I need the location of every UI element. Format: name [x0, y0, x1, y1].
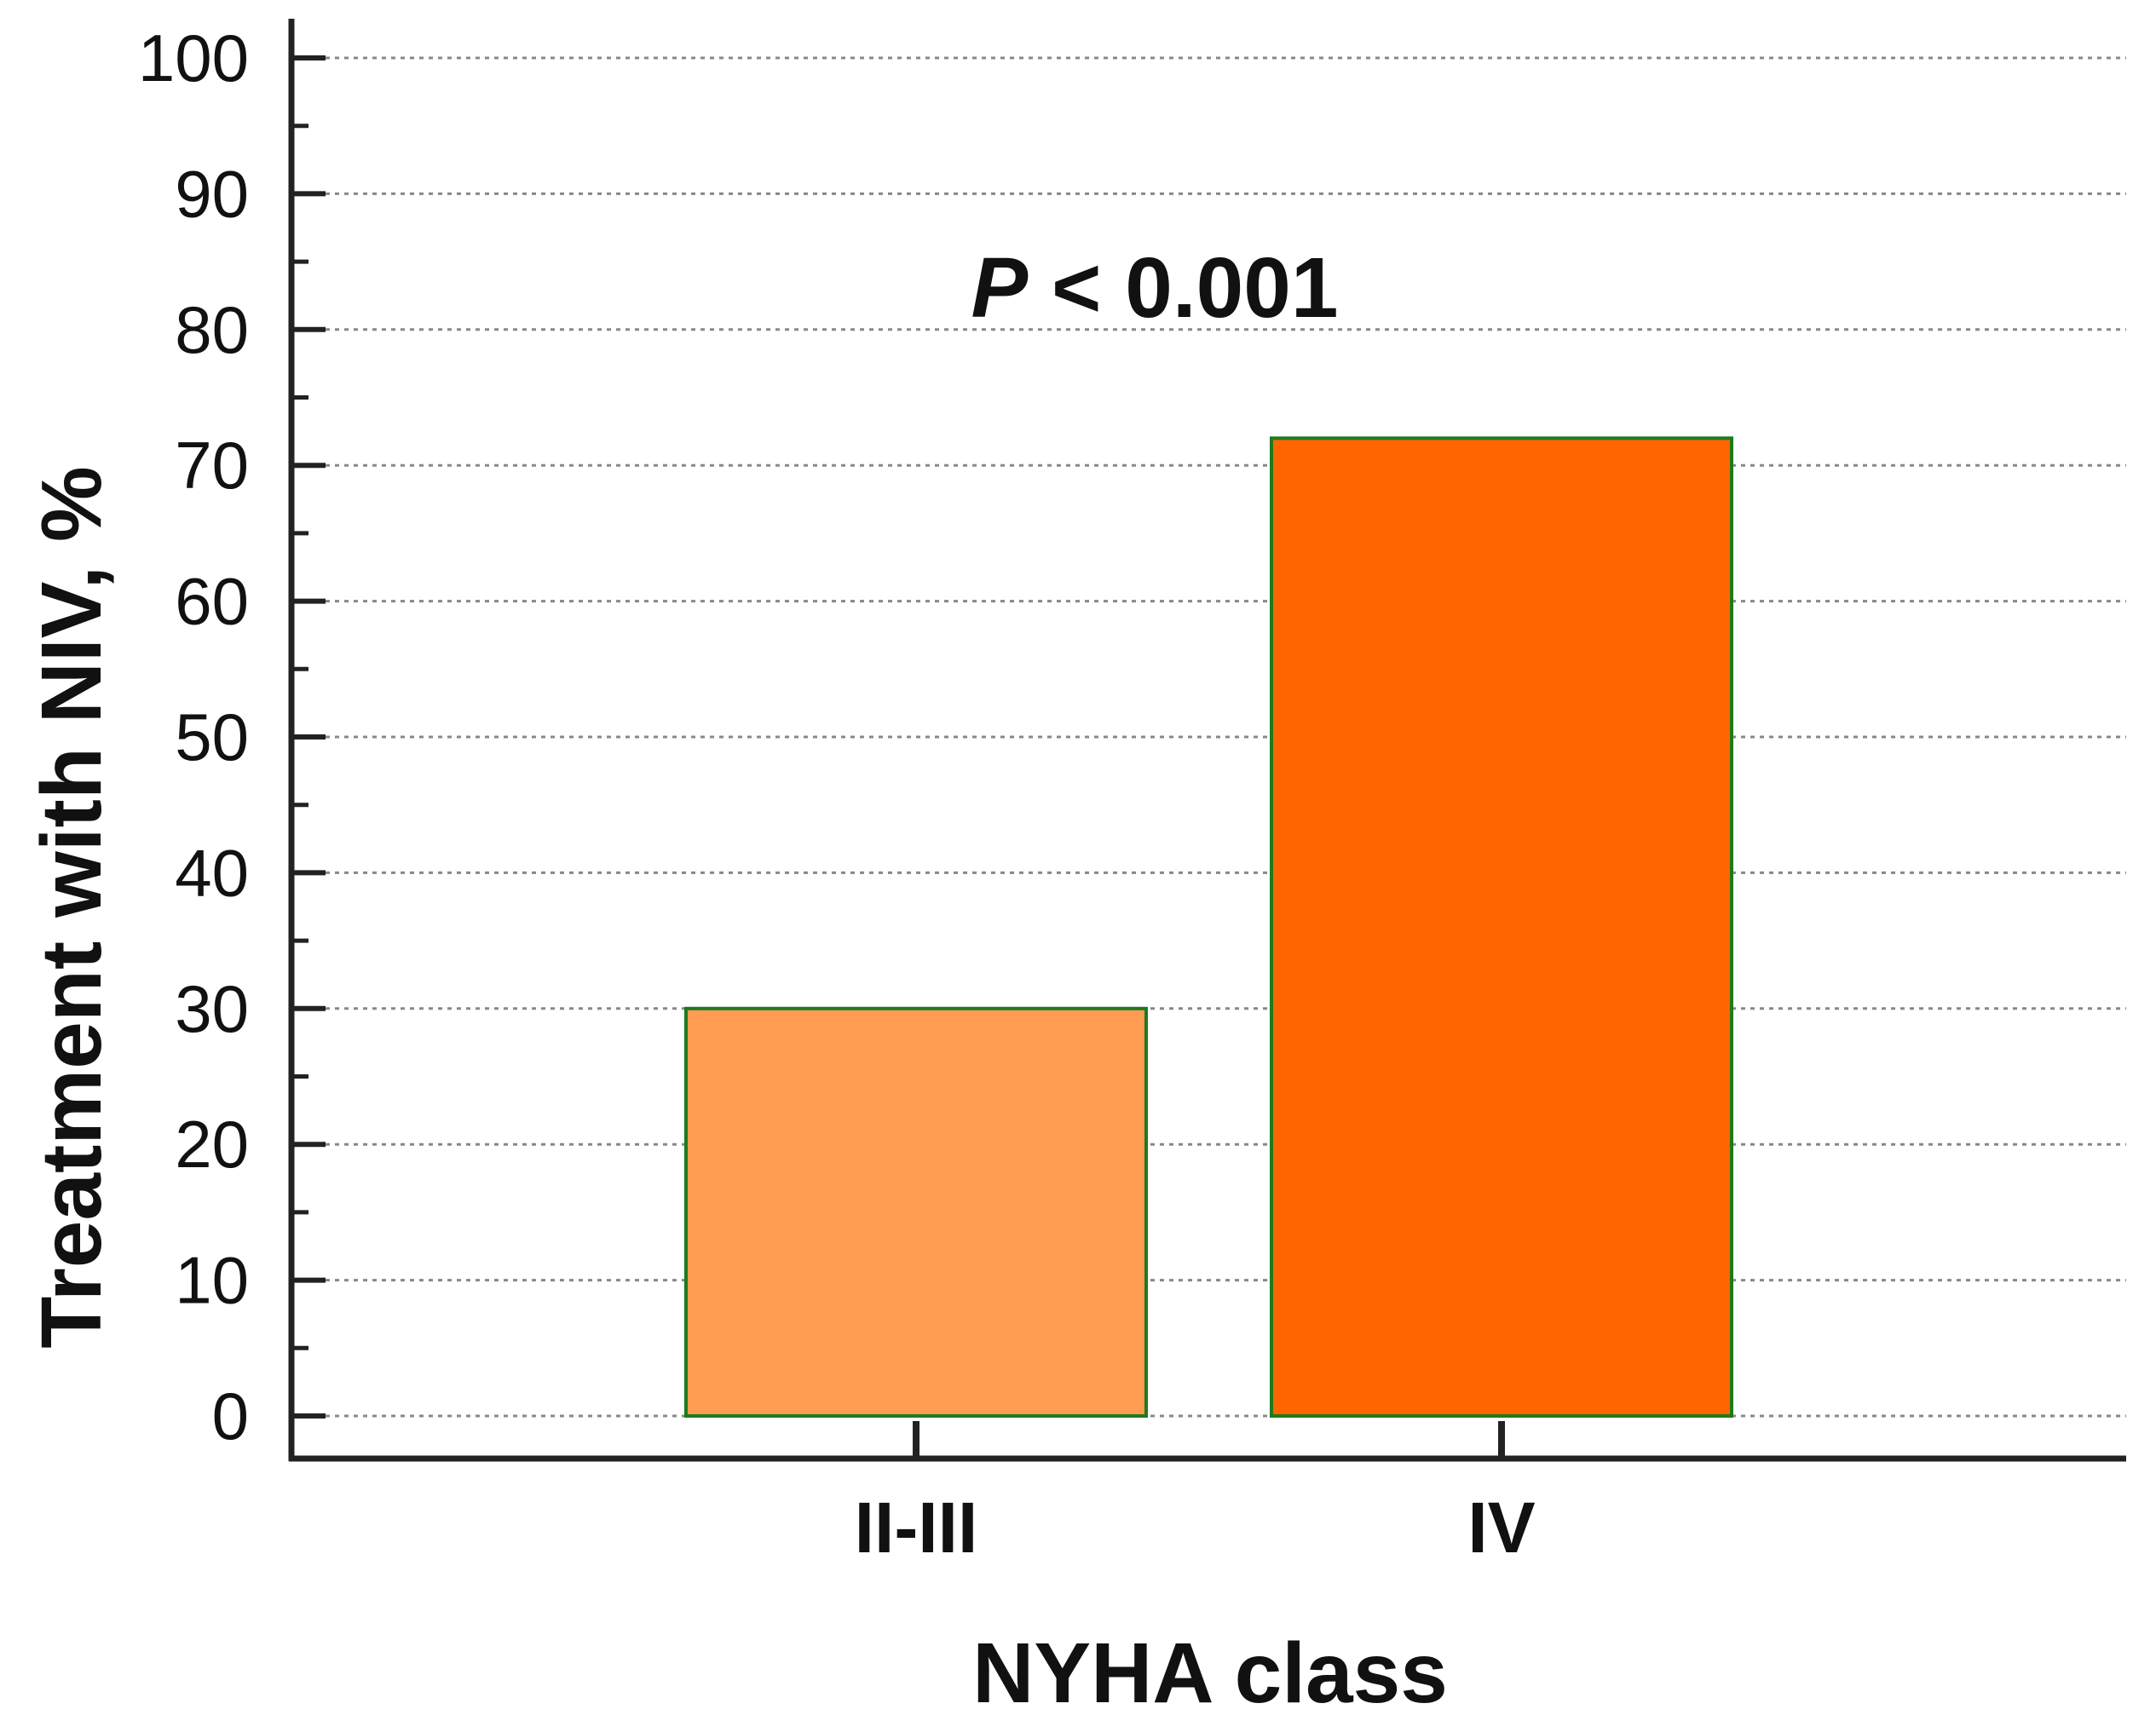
y-tick-label: 60	[175, 564, 249, 639]
y-tick-label: 10	[175, 1243, 249, 1318]
axes	[288, 19, 2126, 1462]
y-tick-label: 50	[175, 699, 249, 774]
bar-iv	[1270, 436, 1733, 1419]
tick-labels: 0 10 20 30 40 50 60 70 80 90 100 II-III IV	[138, 20, 1536, 1568]
y-tick-label: 20	[175, 1107, 249, 1182]
y-tick-label: 90	[175, 156, 249, 231]
x-axis-title: NYHA class	[972, 1626, 1448, 1715]
y-axis-title: Treatment with NIV, %	[24, 466, 119, 1348]
p-value-text: < 0.001	[1028, 240, 1338, 336]
x-tick-label: IV	[1467, 1488, 1535, 1568]
y-tick-label: 70	[175, 428, 249, 503]
x-tick-label: II-III	[855, 1488, 978, 1568]
gridlines	[326, 56, 2126, 1418]
y-tick-label: 40	[175, 835, 249, 910]
y-tick-label: 100	[138, 20, 249, 95]
p-symbol: P	[971, 240, 1029, 336]
y-tick-label: 80	[175, 292, 249, 367]
y-tick-label: 30	[175, 971, 249, 1046]
bars	[684, 436, 1733, 1419]
bar-ii-iii	[684, 1006, 1148, 1419]
p-value-annotation: P < 0.001	[971, 240, 1339, 336]
y-tick-label: 0	[212, 1378, 249, 1453]
